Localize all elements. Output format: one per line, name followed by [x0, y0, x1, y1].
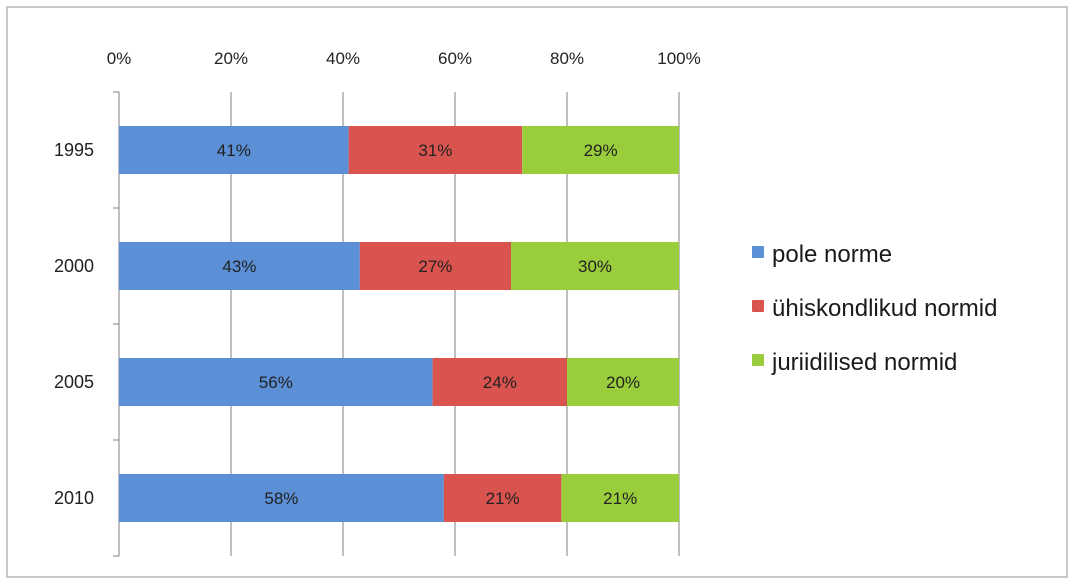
legend: pole norme ühiskondlikud normid juriidil… [752, 228, 997, 390]
bar-value-label: 58% [264, 489, 298, 508]
bar-segment [119, 242, 360, 290]
x-tick-label: 0% [107, 49, 132, 68]
bar-value-label: 20% [606, 373, 640, 392]
legend-item-juriidilised-normid: juriidilised normid [752, 336, 997, 390]
legend-item-pole-norme: pole norme [752, 228, 997, 282]
bar-value-label: 29% [584, 141, 618, 160]
bar-segment [561, 474, 679, 522]
bar-segment [567, 358, 679, 406]
legend-swatch-pole-norme [752, 246, 764, 258]
x-tick-label: 80% [550, 49, 584, 68]
bar-segment [443, 474, 562, 522]
bar-value-label: 21% [486, 489, 520, 508]
category-label: 2000 [54, 256, 94, 276]
bar-segment [432, 358, 567, 406]
x-tick-label: 60% [438, 49, 472, 68]
bar-segment [348, 126, 523, 174]
x-tick-label: 40% [326, 49, 360, 68]
bar-segment [511, 242, 679, 290]
bar-value-label: 27% [418, 257, 452, 276]
legend-swatch-juriidilised-normid [752, 354, 764, 366]
bar-value-label: 24% [483, 373, 517, 392]
legend-item-uhiskondlikud-normid: ühiskondlikud normid [752, 282, 997, 336]
bar-value-label: 41% [217, 141, 251, 160]
legend-label-pole-norme: pole norme [772, 241, 893, 268]
bar-segment [359, 242, 511, 290]
legend-swatch-uhiskondlikud-normid [752, 300, 764, 312]
category-label: 2010 [54, 488, 94, 508]
bar-value-label: 30% [578, 257, 612, 276]
bar-segment [119, 126, 349, 174]
bar-segment [119, 358, 433, 406]
bar-segment [522, 126, 679, 174]
bar-value-label: 56% [259, 373, 293, 392]
x-tick-label: 100% [657, 49, 700, 68]
bar-value-label: 31% [418, 141, 452, 160]
bar-value-label: 43% [222, 257, 256, 276]
bar-segment [119, 474, 444, 522]
legend-label-uhiskondlikud-normid: ühiskondlikud normid [772, 295, 998, 322]
category-label: 1995 [54, 140, 94, 160]
category-label: 2005 [54, 372, 94, 392]
bar-value-label: 21% [603, 489, 637, 508]
x-tick-label: 20% [214, 49, 248, 68]
legend-label-juriidilised-normid: juriidilised normid [772, 349, 958, 376]
